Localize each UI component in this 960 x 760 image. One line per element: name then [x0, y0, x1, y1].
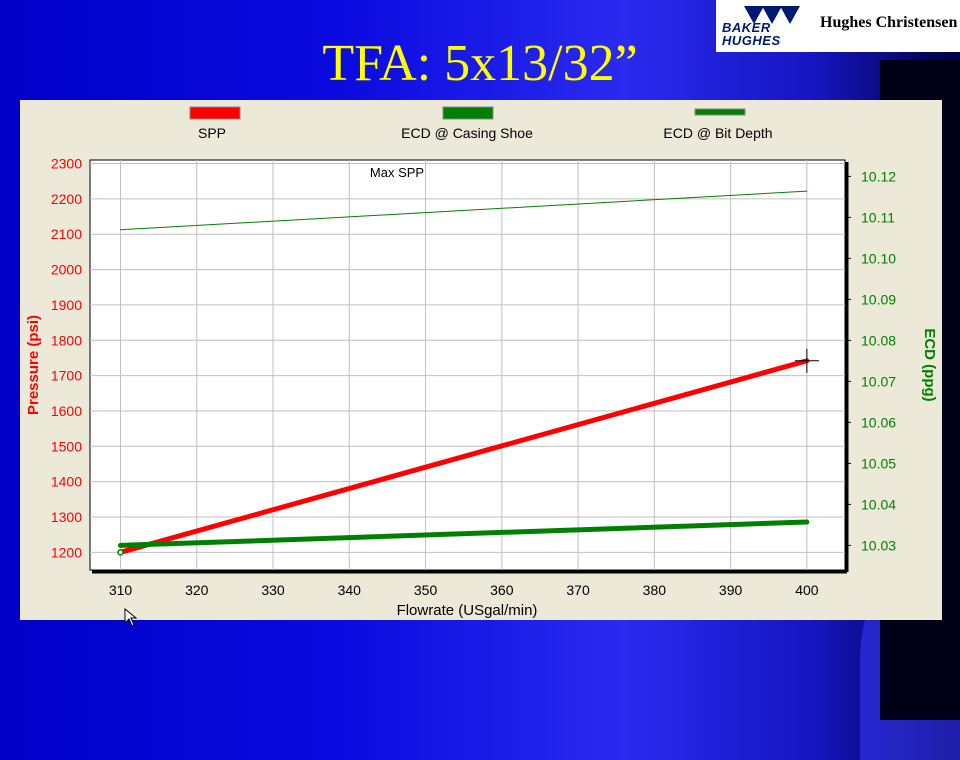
grid	[90, 160, 845, 570]
y-right-tick-label: 10.03	[861, 537, 896, 553]
logo-brand-name: Hughes Christensen	[820, 14, 958, 31]
y-left-tick-label: 1800	[51, 332, 82, 348]
x-tick-label: 310	[109, 582, 133, 598]
y-right-tick-label: 10.06	[861, 414, 896, 430]
legend-swatch-ecd-shoe	[442, 106, 494, 120]
baker-hughes-logo-icon	[722, 4, 800, 48]
y-left-tick-label: 1400	[51, 474, 82, 490]
company-logo: BAKER HUGHES Hughes Christensen	[716, 0, 960, 52]
x-tick-label: 340	[338, 582, 362, 598]
series-line-spp	[118, 358, 810, 555]
y-left-tick-label: 1600	[51, 403, 82, 419]
legend-label-spp: SPP	[198, 125, 226, 141]
x-tick-label: 330	[261, 582, 285, 598]
y-left-tick-label: 2100	[51, 226, 82, 242]
y-axis-left-label: Pressure (psi)	[25, 315, 42, 415]
y-left-tick-label: 2300	[51, 156, 82, 172]
x-tick-label: 370	[566, 582, 590, 598]
series-line-ecd-bit-depth	[120, 190, 808, 231]
y-right-tick-label: 10.11	[861, 209, 895, 225]
logo-word-baker: BAKER	[722, 20, 771, 35]
legend-swatch-spp	[189, 106, 241, 120]
mouse-pointer-icon	[124, 608, 138, 627]
legend-swatch-ecd-bit	[694, 108, 746, 116]
legend: SPP ECD @ Casing Shoe ECD @ Bit Depth	[189, 106, 773, 141]
x-tick-label: 350	[414, 582, 438, 598]
annotation-max-spp: Max SPP	[370, 165, 424, 180]
y-left-tick-label: 1700	[51, 368, 82, 384]
x-tick-label: 360	[490, 582, 514, 598]
series-start-marker	[117, 549, 124, 556]
y-left-tick-label: 1200	[51, 544, 82, 560]
chart-marks	[117, 190, 819, 556]
y-right-tick-label: 10.12	[861, 168, 896, 184]
y-right-tick-label: 10.10	[861, 250, 896, 266]
y-right-tick-label: 10.04	[861, 496, 896, 512]
x-axis-label: Flowrate (USgal/min)	[397, 602, 538, 619]
x-tick-label: 390	[719, 582, 743, 598]
y-left-tick-label: 2000	[51, 262, 82, 278]
tick-labels: 310 320 330 340 350 360 370 380 390 400 1200 1300 14…	[51, 156, 896, 598]
y-right-tick-label: 10.09	[861, 291, 896, 307]
x-tick-label: 320	[185, 582, 209, 598]
y-right-tick-label: 10.08	[861, 332, 896, 348]
x-tick-label: 380	[643, 582, 667, 598]
y-right-tick-label: 10.05	[861, 455, 896, 471]
series-line-ecd-casing-shoe	[118, 519, 810, 548]
slide-title: TFA: 5x13/32”	[322, 35, 638, 92]
y-axis-right-label: ECD (ppg)	[921, 328, 938, 401]
logo-word-hughes: HUGHES	[722, 33, 781, 48]
y-left-tick-label: 2200	[51, 191, 82, 207]
y-left-tick-label: 1300	[51, 509, 82, 525]
y-left-tick-label: 1500	[51, 438, 82, 454]
legend-label-ecd-shoe: ECD @ Casing Shoe	[401, 125, 533, 141]
y-right-tick-label: 10.07	[861, 373, 896, 389]
y-left-tick-label: 1900	[51, 297, 82, 313]
legend-label-ecd-bit: ECD @ Bit Depth	[663, 125, 772, 141]
x-tick-label: 400	[795, 582, 819, 598]
plot-area	[89, 159, 846, 571]
chart-panel: SPP ECD @ Casing Shoe ECD @ Bit Depth 31…	[20, 100, 942, 620]
chart: SPP ECD @ Casing Shoe ECD @ Bit Depth 31…	[25, 106, 938, 619]
